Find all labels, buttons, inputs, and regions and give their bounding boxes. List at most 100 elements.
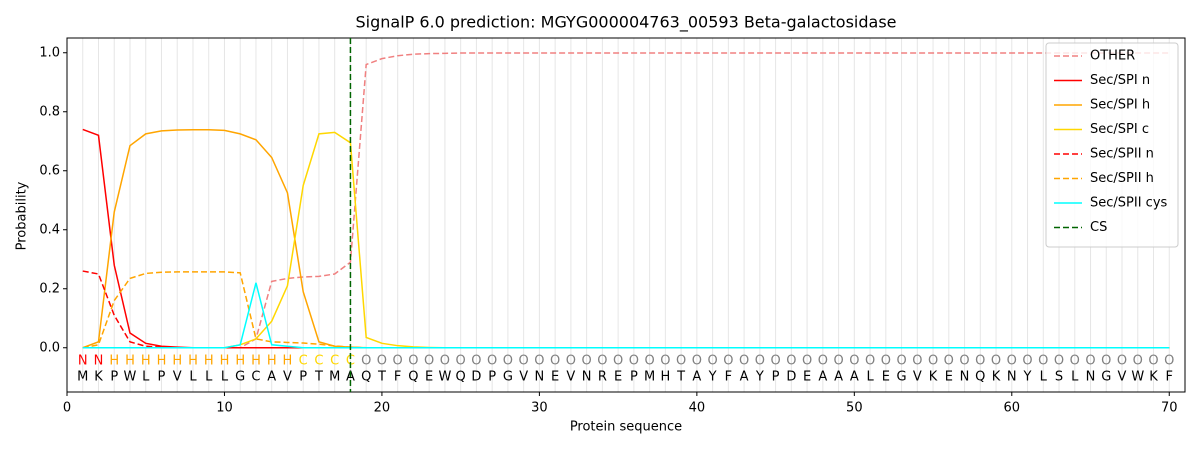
residue-label: O bbox=[393, 354, 403, 369]
residue-label: H bbox=[125, 354, 135, 369]
residue: V bbox=[1118, 370, 1127, 385]
residue-label: H bbox=[188, 354, 198, 369]
y-tick-label: 0.4 bbox=[39, 222, 60, 237]
x-tick-label: 20 bbox=[374, 401, 391, 416]
residue-label: O bbox=[928, 354, 938, 369]
residue: K bbox=[992, 370, 1001, 385]
legend-label: Sec/SPII cys bbox=[1090, 196, 1168, 211]
residue-label: O bbox=[1101, 354, 1111, 369]
residue-label: O bbox=[1117, 354, 1127, 369]
residue: A bbox=[740, 370, 749, 385]
residue: F bbox=[394, 370, 401, 385]
plot-frame bbox=[66, 37, 1186, 393]
residue-label: H bbox=[141, 354, 151, 369]
residue-label: N bbox=[78, 354, 88, 369]
residue: T bbox=[314, 370, 323, 385]
residue: P bbox=[630, 370, 638, 385]
residue-label: O bbox=[959, 354, 969, 369]
series-line bbox=[82, 270, 1170, 349]
residue-label: O bbox=[471, 354, 481, 369]
residue: Q bbox=[456, 370, 466, 385]
residue: K bbox=[1149, 370, 1158, 385]
residue: M bbox=[77, 370, 88, 385]
residue-label: O bbox=[802, 354, 812, 369]
residue: W bbox=[438, 370, 451, 385]
residue-label: O bbox=[865, 354, 875, 369]
x-tick-label: 30 bbox=[531, 401, 548, 416]
residue-label: O bbox=[755, 354, 765, 369]
residue: V bbox=[173, 370, 182, 385]
residue-label: O bbox=[440, 354, 450, 369]
residue: W bbox=[1131, 370, 1144, 385]
residue-label: C bbox=[330, 354, 339, 369]
residue: A bbox=[692, 370, 701, 385]
residue: L bbox=[866, 370, 874, 385]
residue-label: O bbox=[912, 354, 922, 369]
residue-label: O bbox=[534, 354, 544, 369]
residue-label: O bbox=[1007, 354, 1017, 369]
residue: E bbox=[945, 370, 953, 385]
series-line bbox=[82, 128, 1170, 349]
residue-label: O bbox=[361, 354, 371, 369]
residue: L bbox=[189, 370, 197, 385]
residue: A bbox=[267, 370, 276, 385]
y-axis-label: Probability bbox=[15, 181, 30, 250]
residue-label: O bbox=[849, 354, 859, 369]
residue: P bbox=[158, 370, 166, 385]
residue: H bbox=[660, 370, 670, 385]
residue: L bbox=[221, 370, 229, 385]
residue-label: O bbox=[975, 354, 985, 369]
residue: F bbox=[1166, 370, 1173, 385]
series-line bbox=[82, 52, 1170, 349]
residue-label: H bbox=[283, 354, 293, 369]
residue: L bbox=[1040, 370, 1048, 385]
residue-label: O bbox=[833, 354, 843, 369]
residue-label: O bbox=[408, 354, 418, 369]
residue-label: O bbox=[613, 354, 623, 369]
residue-label: O bbox=[550, 354, 560, 369]
residue: A bbox=[850, 370, 859, 385]
series-line bbox=[82, 131, 1170, 349]
x-tick-label: 60 bbox=[1004, 401, 1021, 416]
residue-label: N bbox=[94, 354, 104, 369]
x-tick-label: 50 bbox=[846, 401, 863, 416]
x-tick-label: 40 bbox=[689, 401, 706, 416]
x-tick-label: 10 bbox=[216, 401, 233, 416]
residue: D bbox=[471, 370, 481, 385]
residue-label: O bbox=[944, 354, 954, 369]
residue-label: O bbox=[991, 354, 1001, 369]
residue: V bbox=[283, 370, 292, 385]
residue: G bbox=[503, 370, 513, 385]
residue: E bbox=[803, 370, 811, 385]
residue-label: O bbox=[377, 354, 387, 369]
y-tick-label: 0.2 bbox=[39, 281, 60, 296]
residue: Y bbox=[708, 370, 717, 385]
legend-label: Sec/SPII n bbox=[1090, 147, 1154, 162]
residue: Q bbox=[361, 370, 371, 385]
residue: L bbox=[1071, 370, 1079, 385]
residue: E bbox=[425, 370, 433, 385]
residue-label: O bbox=[645, 354, 655, 369]
residue-label: O bbox=[582, 354, 592, 369]
y-tick-label: 0.0 bbox=[39, 340, 60, 355]
legend-label: CS bbox=[1090, 220, 1107, 235]
residue: T bbox=[676, 370, 685, 385]
residue: A bbox=[834, 370, 843, 385]
residue: T bbox=[377, 370, 386, 385]
residue: P bbox=[110, 370, 118, 385]
residue-label: O bbox=[597, 354, 607, 369]
residue-label: O bbox=[1070, 354, 1080, 369]
residue-label: O bbox=[881, 354, 891, 369]
residue: V bbox=[566, 370, 575, 385]
series-line bbox=[82, 271, 1170, 349]
residue-label: O bbox=[660, 354, 670, 369]
residue: V bbox=[519, 370, 528, 385]
residue: E bbox=[551, 370, 559, 385]
residue-label: C bbox=[314, 354, 323, 369]
legend-label: Sec/SPII h bbox=[1090, 171, 1154, 186]
legend-label: Sec/SPI n bbox=[1090, 73, 1150, 88]
legend-label: Sec/SPI h bbox=[1090, 98, 1150, 113]
residue: L bbox=[142, 370, 150, 385]
residue-label: O bbox=[1022, 354, 1032, 369]
